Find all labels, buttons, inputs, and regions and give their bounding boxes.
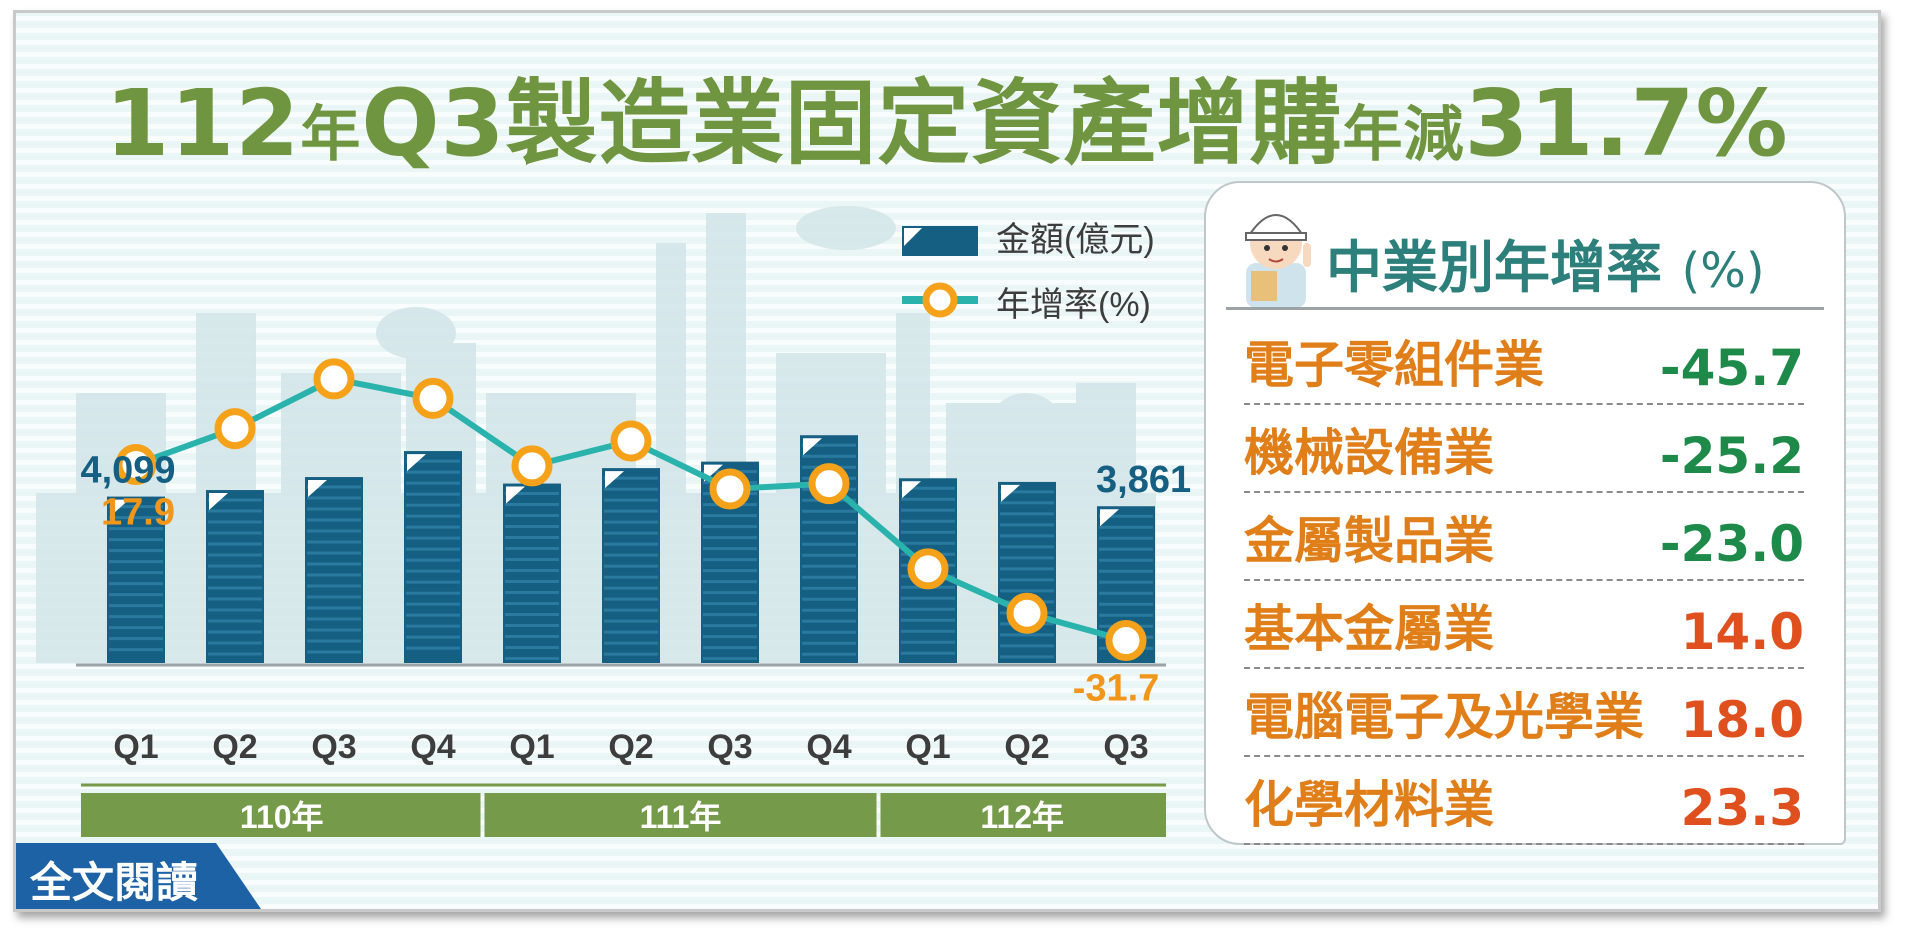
x-tick-label: Q2 bbox=[1004, 728, 1049, 766]
bar-highlight bbox=[1100, 509, 1119, 527]
bar-highlight bbox=[902, 481, 921, 499]
year-group-label: 110年 bbox=[240, 799, 324, 835]
line-layer bbox=[115, 358, 1147, 662]
rate-point bbox=[313, 358, 355, 400]
year-group-band bbox=[880, 793, 1166, 837]
industry-row: 電子零組件業 -45.7 bbox=[1244, 315, 1804, 405]
industry-name: 機械設備業 bbox=[1244, 424, 1494, 482]
bar-highlight bbox=[506, 486, 525, 504]
title-part-3: Q3製造業固定資產增購 bbox=[361, 70, 1343, 177]
rate-point bbox=[610, 420, 652, 462]
x-axis: Q1 Q2 Q3 Q4 Q1 Q2 Q3 Q4 Q1 Q2 Q3 bbox=[113, 728, 1148, 766]
rate-point bbox=[907, 548, 949, 590]
rate-point bbox=[511, 445, 553, 487]
legend-line-marker bbox=[922, 282, 958, 318]
year-group-label: 111年 bbox=[640, 799, 722, 835]
bar-highlight bbox=[803, 438, 822, 456]
industry-name: 電腦電子及光學業 bbox=[1244, 688, 1644, 746]
industry-row: 機械設備業 -25.2 bbox=[1244, 403, 1804, 493]
x-tick-label: Q2 bbox=[608, 728, 653, 766]
rate-point bbox=[115, 443, 157, 485]
panel-title: 中業別年增率 (%) bbox=[1326, 223, 1765, 304]
industry-name: 化學材料業 bbox=[1244, 776, 1494, 834]
title-part-2: 年 bbox=[300, 100, 362, 170]
year-group-label: 112年 bbox=[980, 799, 1064, 835]
industry-growth-value: -25.2 bbox=[1659, 427, 1804, 485]
bar-highlight bbox=[308, 480, 327, 498]
rate-point bbox=[709, 468, 751, 510]
industry-growth-value: 14.0 bbox=[1680, 603, 1804, 661]
x-tick-label: Q1 bbox=[113, 728, 158, 766]
x-tick-label: Q4 bbox=[806, 728, 851, 766]
title-part-1: 112 bbox=[105, 70, 301, 177]
page-title: 112年Q3製造業固定資產增購年減31.7% bbox=[16, 49, 1878, 182]
x-tick-label: Q4 bbox=[410, 728, 455, 766]
x-tick-label: Q1 bbox=[905, 728, 950, 766]
rate-point bbox=[1105, 620, 1147, 662]
bar-highlight bbox=[110, 499, 129, 517]
x-tick-label: Q1 bbox=[509, 728, 554, 766]
panel-title-text: 中業別年增率 bbox=[1326, 236, 1662, 301]
industry-growth-value: 18.0 bbox=[1680, 691, 1804, 749]
industry-row: 金屬製品業 -23.0 bbox=[1244, 491, 1804, 581]
labels-layer: 4,099 3,861 17.9 -31.7 bbox=[80, 450, 1191, 710]
legend-bar-label: 金額(億元) bbox=[996, 221, 1155, 259]
year-group-band bbox=[81, 793, 481, 837]
industry-growth-value: 23.3 bbox=[1680, 779, 1804, 837]
industry-name: 基本金屬業 bbox=[1244, 600, 1494, 658]
rate-value-label: 17.9 bbox=[101, 491, 175, 533]
x-tick-label: Q2 bbox=[212, 728, 257, 766]
industry-row: 電腦電子及光學業 18.0 bbox=[1244, 667, 1804, 757]
read-full-text-label: 全文閱讀 bbox=[30, 858, 199, 907]
bar bbox=[404, 451, 462, 663]
industry-row: 基本金屬業 14.0 bbox=[1244, 579, 1804, 669]
industry-row: 化學材料業 23.3 bbox=[1244, 755, 1804, 845]
rate-point bbox=[214, 408, 256, 450]
year-group-band bbox=[484, 793, 877, 837]
x-tick-label: Q3 bbox=[707, 728, 752, 766]
bar-value-label: 3,861 bbox=[1096, 459, 1191, 501]
x-tick-label: Q3 bbox=[311, 728, 356, 766]
legend-bar-highlight bbox=[904, 228, 922, 246]
industry-growth-value: -45.7 bbox=[1659, 339, 1804, 397]
rate-value-label: -31.7 bbox=[1073, 668, 1160, 710]
industry-growth-panel: 中業別年增率 (%) 電子零組件業 -45.7 機械設備業 -25.2 金屬製品… bbox=[1204, 181, 1846, 845]
panel-title-unit: (%) bbox=[1681, 243, 1765, 299]
title-part-4: 年減 bbox=[1342, 100, 1465, 170]
rate-point bbox=[808, 463, 850, 505]
bar bbox=[503, 483, 561, 663]
industry-name: 金屬製品業 bbox=[1244, 512, 1494, 570]
chart-legend: 金額(億元) 年增率(%) bbox=[902, 221, 1155, 324]
legend-line-label: 年增率(%) bbox=[996, 286, 1151, 324]
industry-growth-value: -23.0 bbox=[1659, 515, 1804, 573]
read-full-text-button[interactable]: 全文閱讀 bbox=[16, 843, 261, 909]
bar-highlight bbox=[605, 471, 624, 489]
bar-highlight bbox=[407, 454, 426, 472]
combo-chart: 4,099 3,861 17.9 -31.7 Q1 Q2 Q3 Q4 Q1 Q2 Q3 Q4 Q1 Q2… bbox=[36, 206, 1191, 837]
engineer-avatar-icon bbox=[1245, 214, 1311, 308]
infographic-frame: 112年Q3製造業固定資產增購年減31.7% 4,099 3,861 17.9 -31… bbox=[13, 10, 1881, 912]
year-groups: 110年 111年 112年 bbox=[81, 783, 1166, 837]
rate-point bbox=[412, 377, 454, 419]
industry-name: 電子零組件業 bbox=[1244, 336, 1544, 394]
bar bbox=[107, 496, 165, 663]
bar bbox=[305, 477, 363, 663]
bar-value-label: 4,099 bbox=[80, 450, 175, 492]
x-tick-label: Q3 bbox=[1103, 728, 1148, 766]
panel-divider bbox=[1226, 307, 1824, 310]
bar-highlight bbox=[1001, 484, 1020, 502]
bar-highlight bbox=[209, 493, 228, 511]
title-part-5: 31.7% bbox=[1464, 70, 1789, 177]
rate-point bbox=[1006, 592, 1048, 634]
